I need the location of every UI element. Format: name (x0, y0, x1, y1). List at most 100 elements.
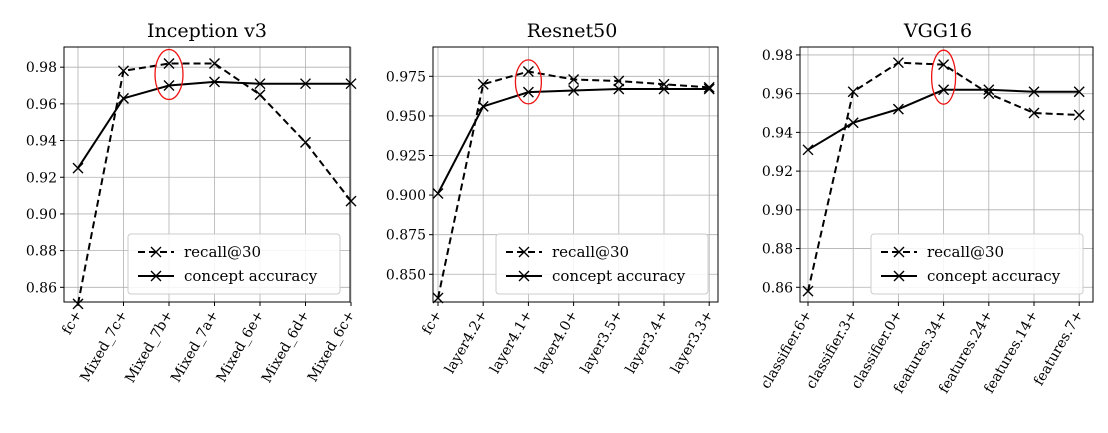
data-point-marker (345, 195, 357, 207)
axes-frame (799, 46, 1094, 303)
legend-box (495, 233, 709, 295)
data-point-marker (703, 81, 715, 93)
x-tick-label: fc+ (419, 308, 445, 337)
grid (64, 47, 352, 302)
y-tick-label: 0.90 (26, 207, 57, 223)
data-point-marker (209, 58, 220, 70)
legend-marker (518, 270, 530, 282)
highlight-ellipse (930, 49, 957, 105)
x-tick-label: layer3.3+ (668, 308, 717, 376)
y-tick-label: 0.86 (26, 280, 57, 296)
data-point-marker (938, 59, 950, 71)
legend-marker (893, 246, 905, 258)
y-tick-label: 0.925 (386, 148, 426, 164)
x-tick-label: Mixed_7b+ (122, 308, 176, 386)
data-point-marker (983, 84, 995, 96)
data-point-marker (300, 136, 311, 148)
data-point-marker (658, 83, 670, 95)
legend-label: recall@30 (927, 243, 1004, 261)
y-tick-label: 0.850 (386, 267, 426, 283)
data-point-marker (209, 76, 220, 88)
data-point-marker (300, 78, 311, 90)
data-point-marker (703, 83, 715, 95)
x-tick-label: features.7+ (1031, 308, 1087, 389)
x-tick-label: Mixed_6c+ (305, 308, 359, 385)
legend-marker (150, 246, 162, 258)
data-point-marker (72, 162, 84, 174)
data-point-marker (1073, 109, 1085, 121)
data-point-marker (1028, 107, 1040, 119)
data-point-marker (1028, 86, 1040, 98)
data-point-marker (802, 144, 814, 156)
chart-vgg16: VGG16 0.860.880.900.920.940.960.98classi… (758, 20, 1094, 396)
y-tick-label: 0.90 (762, 203, 793, 219)
legend-box (870, 233, 1084, 295)
legend-label: concept accuracy (184, 267, 318, 285)
data-point-marker (522, 86, 534, 98)
data-point-marker (613, 75, 625, 87)
axes-frame (432, 46, 719, 303)
legend-box (127, 233, 341, 295)
data-point-marker (477, 78, 489, 90)
data-point-marker (345, 78, 357, 90)
x-tick-label: layer3.4+ (623, 308, 672, 376)
data-point-marker (254, 89, 266, 101)
data-point-marker (163, 58, 175, 70)
x-tick-label: fc+ (59, 308, 85, 337)
chart-inception-v3: Inception v3 0.86 0.88 0.90 0.92 0.94 0.96 0.9… (26, 20, 359, 386)
y-tick-label: 0.900 (386, 188, 426, 204)
y-tick-label: 0.98 (26, 60, 57, 76)
axes-frame (63, 46, 351, 303)
data-point-marker (72, 298, 84, 310)
x-tick-label: Mixed_7a+ (168, 308, 222, 385)
chart-title: Inception v3 (147, 20, 267, 42)
data-point-marker (118, 65, 129, 77)
legend-marker (518, 246, 530, 258)
x-tick-label: Mixed_6e+ (214, 308, 268, 385)
y-tick-label: 0.96 (26, 97, 57, 113)
data-point-marker (613, 83, 625, 95)
data-point-marker (163, 80, 175, 92)
y-tick-label: 0.94 (762, 125, 793, 141)
y-tick-label: 0.96 (762, 87, 793, 103)
highlight-ellipse (514, 59, 543, 105)
y-tick-label: 0.975 (386, 69, 426, 85)
chart-resnet50: Resnet50 0.850 0.875 0.900 0.925 0.950 0.975 f… (386, 20, 719, 376)
y-tick-label: 0.92 (26, 170, 57, 186)
highlight-ellipse (154, 48, 184, 101)
data-point-marker (847, 117, 859, 129)
y-tick-label: 0.88 (762, 242, 793, 258)
data-point-marker (568, 73, 580, 85)
x-tick-label: Mixed_7c+ (77, 308, 131, 385)
legend-label: recall@30 (552, 243, 629, 261)
data-point-marker (477, 100, 489, 112)
data-point-marker (892, 57, 904, 69)
data-point-marker (118, 92, 129, 104)
data-point-marker (522, 66, 534, 78)
data-point-marker (938, 84, 950, 96)
legend-label: recall@30 (184, 243, 261, 261)
x-tick-label: layer4.1+ (487, 308, 536, 376)
y-tick-label: 0.86 (762, 280, 793, 296)
legend-label: concept accuracy (927, 267, 1061, 285)
y-tick-label: 0.94 (26, 134, 57, 150)
data-point-marker (892, 103, 904, 115)
legend-label: concept accuracy (552, 267, 686, 285)
y-tick-label: 0.92 (762, 164, 793, 180)
chart-title: Resnet50 (527, 20, 618, 42)
data-point-marker (254, 78, 266, 90)
y-tick-label: 0.98 (762, 48, 793, 64)
x-tick-label: layer4.0+ (532, 308, 581, 376)
data-point-marker (432, 188, 444, 200)
data-point-marker (847, 86, 859, 98)
data-point-marker (432, 292, 444, 304)
legend-marker (150, 270, 162, 282)
y-tick-label: 0.950 (386, 109, 426, 125)
x-tick-label: layer4.2+ (442, 308, 491, 376)
data-point-marker (1073, 86, 1085, 98)
data-point-marker (658, 78, 670, 90)
x-tick-label: Mixed_6d+ (259, 308, 313, 386)
data-point-marker (802, 285, 814, 297)
y-tick-label: 0.875 (386, 228, 426, 244)
